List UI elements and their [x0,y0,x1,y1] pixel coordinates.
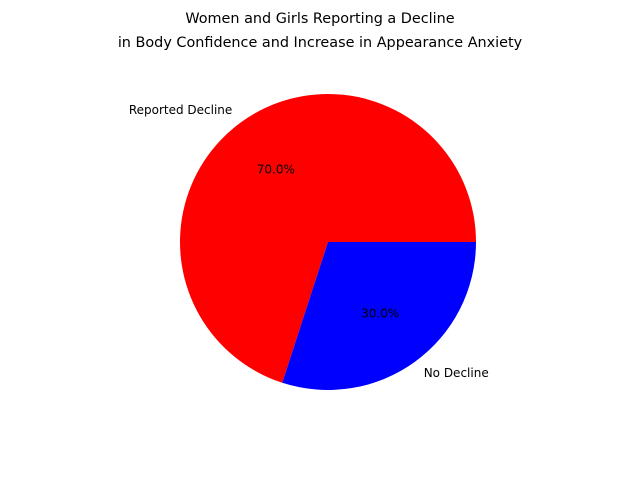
chart-title-line-1: Women and Girls Reporting a Decline [185,11,455,27]
slice-label: No Decline [424,366,489,380]
slice-percent-label: 30.0% [361,306,399,320]
slice-label: Reported Decline [129,103,232,117]
pie-slice-reported-decline [180,94,476,383]
chart-title-line-2: in Body Confidence and Increase in Appea… [117,35,523,51]
pie-slice-no-decline [282,242,476,390]
slice-percent-label: 70.0% [257,163,295,177]
